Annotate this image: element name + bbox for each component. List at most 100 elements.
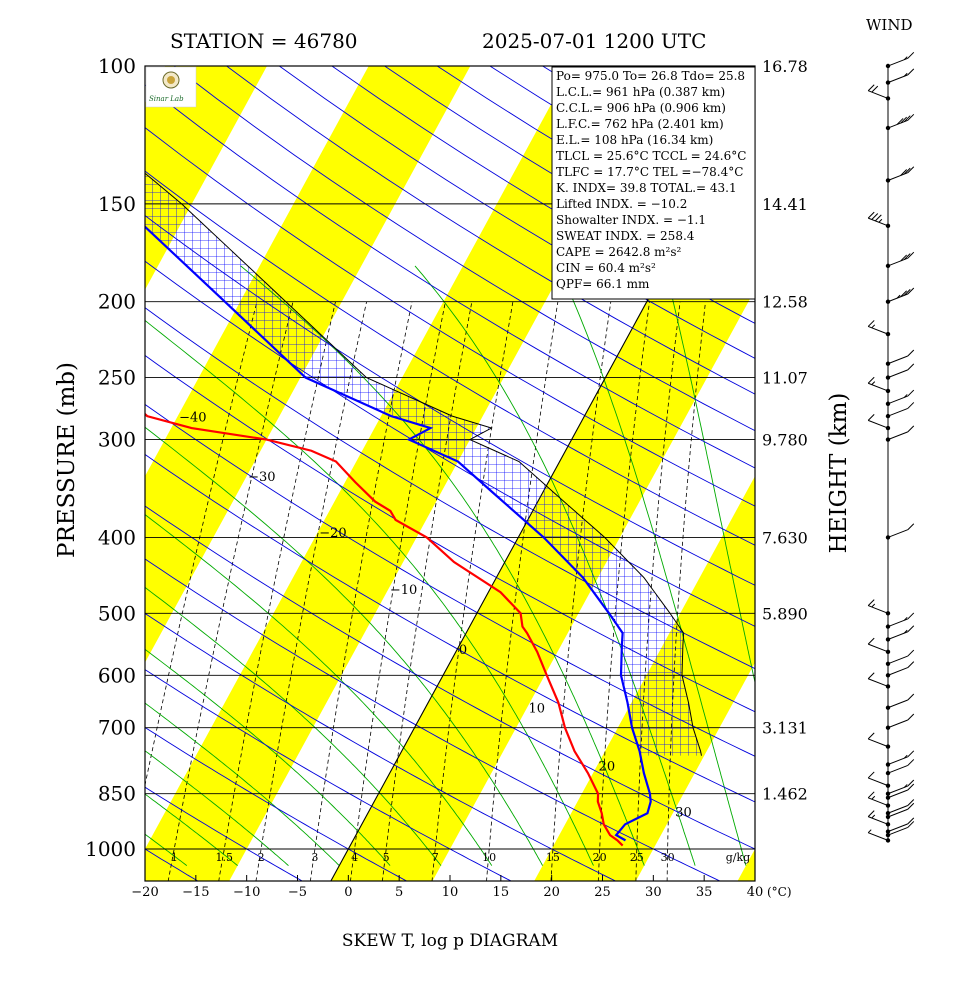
- wind-barb-shaft: [868, 738, 889, 748]
- logo-seal-center-icon: [167, 76, 175, 84]
- wind-barb-flag: [907, 287, 915, 295]
- wind-barb-flag: [907, 661, 915, 668]
- dry-adiabat-line: [145, 84, 755, 469]
- wind-barb-flag: [907, 799, 915, 806]
- isotherm-label: 10: [528, 702, 545, 717]
- moist-adiabat-line: [145, 793, 238, 866]
- wind-barb-flag: [907, 68, 915, 76]
- wind-barb-flag: [907, 779, 915, 787]
- wind-barb-shaft: [887, 655, 908, 665]
- dry-adiabat-line: [145, 505, 755, 850]
- sounding-profiles: [145, 225, 652, 847]
- wind-barb-flag: [907, 523, 915, 531]
- wind-barb-flag: [907, 425, 915, 433]
- mixing-ratio-label: 2: [258, 851, 265, 864]
- wind-barb-flag: [903, 167, 911, 175]
- wind-barb-flag: [903, 115, 911, 123]
- mixing-ratio-unit-label: g/kg: [726, 851, 750, 864]
- x-tick-label: −15: [182, 885, 209, 900]
- x-tick-label: 30: [645, 885, 662, 900]
- isotherm-band: [941, 30, 960, 881]
- stats-line-cin: CIN = 60.4 m²s²: [556, 261, 656, 275]
- x-tick-label: 20: [543, 885, 560, 900]
- wind-barb-flag: [867, 414, 875, 421]
- height-tick-label: 11.07: [762, 369, 808, 388]
- cape-hatched-area: [145, 172, 702, 756]
- mixing-ratio-label: 25: [630, 851, 644, 864]
- isotherm-label: −50: [110, 351, 137, 366]
- wind-barb-half: [903, 56, 908, 61]
- wind-barb-flag: [903, 253, 911, 260]
- mixing-ratio-label: 1: [171, 851, 178, 864]
- isotherm-label: −30: [248, 470, 275, 485]
- isotherm-label: 20: [599, 760, 616, 775]
- pressure-tick-label: 100: [98, 54, 136, 78]
- x-unit-label: (°C): [767, 885, 792, 899]
- wind-barb-flag: [907, 389, 915, 397]
- wind-barb-flag: [900, 116, 908, 124]
- mixing-ratio-label: 15: [546, 851, 560, 864]
- wind-barb-flag: [907, 612, 915, 620]
- wind-barb-flag: [907, 817, 915, 825]
- height-tick-label: 1.462: [762, 785, 808, 804]
- wind-barb-shaft: [868, 325, 889, 335]
- stats-box-frame: [551, 66, 756, 300]
- pressure-tick-label: 1000: [85, 837, 136, 861]
- dry-adiabat-line: [145, 453, 755, 803]
- wind-barb-flag: [867, 320, 875, 327]
- wind-barb-half: [903, 616, 908, 621]
- dry-adiabat-line: [173, 66, 755, 432]
- wind-barb-flag: [907, 51, 915, 59]
- mixing-ratio-label: 1.5: [216, 851, 234, 864]
- mixing-ratio-line: [431, 301, 514, 881]
- isotherm-label: −40: [179, 410, 206, 425]
- wind-barb-flag: [907, 349, 915, 357]
- dry-adiabat-line: [145, 726, 408, 881]
- wind-barb-shaft: [868, 643, 889, 653]
- wind-barb-flag: [867, 84, 875, 92]
- wind-barb-half: [903, 754, 908, 759]
- isotherm-label: −20: [319, 526, 346, 541]
- wind-barb-shaft: [887, 529, 908, 538]
- height-tick-label: 14.41: [762, 195, 808, 214]
- mixing-ratio-line: [666, 301, 706, 881]
- mixing-ratio-labels: 0.7 1 1.5 2 3 4 5 7 10 15 20 25 30 g/kg: [171, 851, 751, 864]
- mixing-ratio-label: 4: [351, 851, 358, 864]
- pressure-tick-label: 500: [98, 601, 136, 625]
- stats-line-showalter: Showalter INDX. = −1.1: [556, 213, 706, 227]
- wind-barb-flag: [907, 693, 915, 701]
- parcel-profile-line: [145, 225, 652, 842]
- wind-barb-flag: [874, 214, 882, 222]
- x-tick-label: 5: [395, 885, 403, 900]
- lab-logo: Sinar Lab: [145, 66, 197, 108]
- mixing-ratio-line: [350, 301, 446, 881]
- cape-envelope-line: [145, 172, 702, 756]
- wind-barb-shaft: [887, 805, 908, 814]
- wind-barb-flag: [867, 771, 875, 779]
- x-axis-title: SKEW T, log p DIAGRAM: [342, 931, 558, 951]
- moist-adiabat-line: [145, 648, 391, 866]
- wind-barb-shaft: [887, 699, 908, 709]
- y-axis-right-title: HEIGHT (km): [826, 393, 852, 554]
- mixing-ratio-line: [218, 301, 336, 881]
- wind-barb-shaft: [868, 605, 889, 614]
- wind-barb-flag: [900, 254, 908, 262]
- wind-level-dot: [885, 80, 891, 85]
- wind-barb-flag: [907, 402, 915, 409]
- mixing-ratio-label: 10: [482, 851, 496, 864]
- wind-barb-shaft: [887, 407, 908, 417]
- wind-barb-shaft: [868, 217, 889, 227]
- mixing-ratio-label: 30: [661, 851, 675, 864]
- wind-barb-half: [871, 795, 876, 800]
- height-tick-label: 3.131: [762, 719, 808, 738]
- wind-barb-shaft: [868, 419, 889, 429]
- x-tick-label: 15: [493, 885, 510, 900]
- height-tick-labels: 16.78 14.41 12.58 11.07 9.780 7.630 5.890 3.131…: [762, 57, 808, 804]
- wind-barb-shaft: [868, 777, 889, 787]
- environment-profile-line: [145, 412, 624, 847]
- station-title: STATION = 46780: [170, 29, 358, 53]
- wind-barb-shaft: [887, 369, 908, 379]
- mixing-ratio-line: [486, 301, 559, 881]
- wind-barb-half: [903, 72, 908, 77]
